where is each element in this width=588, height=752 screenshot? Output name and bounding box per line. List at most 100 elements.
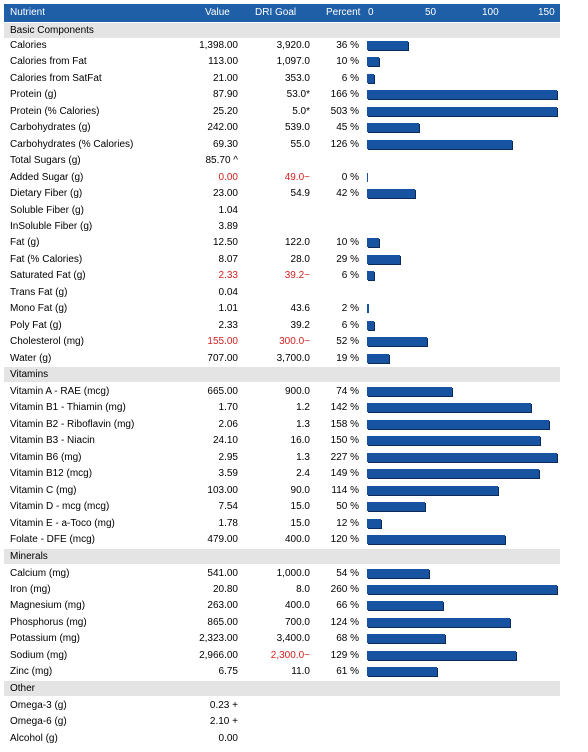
percent-value: 124 % bbox=[330, 616, 359, 628]
percent-bar bbox=[367, 353, 389, 363]
table-row: Alcohol (g) 0.00 bbox=[10, 731, 560, 747]
nutrient-name: Carbohydrates (g) bbox=[10, 122, 91, 134]
nutrient-name: Soluble Fiber (g) bbox=[10, 204, 84, 216]
dri-goal: 90.0 bbox=[290, 484, 310, 496]
percent-value: 6 % bbox=[341, 319, 359, 331]
table-row: Vitamin B3 - Niacin 24.10 16.0 150 % bbox=[10, 433, 560, 449]
header-percent: Percent bbox=[326, 7, 361, 18]
nutrient-value: 1.04 bbox=[218, 204, 238, 216]
nutrient-name: Vitamin B1 - Thiamin (mg) bbox=[10, 402, 126, 414]
dri-goal: 122.0 bbox=[284, 237, 310, 249]
table-row: Fat (g) 12.50 122.0 10 % bbox=[10, 235, 560, 251]
nutrient-value: 1.78 bbox=[218, 517, 238, 529]
nutrient-value: 155.00 bbox=[207, 336, 238, 348]
table-row: Vitamin B12 (mcg) 3.59 2.4 149 % bbox=[10, 466, 560, 482]
table-row: Added Sugar (g) 0.00 49.0~ 0 % bbox=[10, 170, 560, 186]
percent-value: 142 % bbox=[330, 402, 359, 414]
dri-goal: 900.0 bbox=[284, 386, 310, 397]
nutrient-value: 85.70 ^ bbox=[205, 155, 239, 167]
percent-value: 19 % bbox=[336, 352, 359, 364]
nutrient-value: 87.90 bbox=[212, 89, 238, 101]
nutrient-value: 2.33 bbox=[218, 319, 238, 331]
percent-bar bbox=[367, 271, 374, 281]
percent-value: 150 % bbox=[330, 435, 359, 447]
percent-bar bbox=[367, 617, 510, 627]
dri-goal: 39.2~ bbox=[284, 270, 310, 282]
percent-value: 29 % bbox=[336, 253, 359, 265]
percent-bar bbox=[367, 667, 438, 677]
percent-value: 54 % bbox=[336, 567, 359, 579]
nutrient-value: 23.00 bbox=[212, 188, 238, 200]
dri-goal: 55.0 bbox=[290, 138, 310, 150]
table-row: Carbohydrates (g) 242.00 539.0 45 % bbox=[10, 120, 560, 136]
percent-bar bbox=[367, 139, 513, 149]
table-row: Vitamin B6 (mg) 2.95 1.3 227 % bbox=[10, 450, 560, 466]
percent-bar bbox=[367, 189, 416, 199]
dri-goal: 353.0 bbox=[284, 72, 310, 84]
dri-goal: 15.0 bbox=[290, 501, 310, 513]
table-row: Soluble Fiber (g) 1.04 bbox=[10, 203, 560, 219]
section-title: Minerals bbox=[10, 550, 48, 562]
nutrient-name: Mono Fat (g) bbox=[10, 303, 68, 315]
nutrient-name: Protein (% Calories) bbox=[10, 105, 100, 117]
dri-goal: 49.0~ bbox=[284, 171, 310, 183]
dri-goal: 539.0 bbox=[284, 122, 310, 134]
dri-goal: 3,700.0 bbox=[276, 352, 310, 364]
table-row: Total Sugars (g) 85.70 ^ bbox=[10, 153, 560, 169]
nutrient-value: 7.54 bbox=[218, 501, 238, 513]
header-dri-goal: DRI Goal bbox=[255, 7, 297, 18]
percent-value: 6 % bbox=[341, 72, 359, 84]
percent-value: 12 % bbox=[336, 517, 359, 529]
table-row: Potassium (mg) 2,323.00 3,400.0 68 % bbox=[10, 631, 560, 647]
nutrient-name: Potassium (mg) bbox=[10, 633, 81, 645]
percent-bar bbox=[367, 106, 557, 116]
nutrient-name: Calories bbox=[10, 40, 47, 51]
table-row: Calories from Fat 113.00 1,097.0 10 % bbox=[10, 54, 560, 70]
nutrient-value: 21.00 bbox=[212, 72, 238, 84]
dri-goal: 1.3 bbox=[296, 451, 310, 463]
table-row: Vitamin C (mg) 103.00 90.0 114 % bbox=[10, 483, 560, 499]
table-row: Vitamin E - a-Toco (mg) 1.78 15.0 12 % bbox=[10, 516, 560, 532]
table-row: Water (g) 707.00 3,700.0 19 % bbox=[10, 351, 560, 367]
percent-value: 74 % bbox=[336, 386, 359, 397]
percent-bar bbox=[367, 41, 409, 50]
percent-bar bbox=[367, 123, 419, 133]
nutrient-value: 0.00 bbox=[218, 732, 238, 744]
nutrient-value: 8.07 bbox=[218, 253, 238, 265]
percent-value: 503 % bbox=[330, 105, 359, 117]
nutrient-name: Saturated Fat (g) bbox=[10, 270, 86, 282]
nutrient-name: Poly Fat (g) bbox=[10, 319, 62, 331]
nutrient-name: Alcohol (g) bbox=[10, 732, 58, 744]
section-title: Other bbox=[10, 682, 36, 694]
percent-value: 50 % bbox=[336, 501, 359, 513]
nutrient-value: 113.00 bbox=[208, 56, 238, 68]
percent-bar bbox=[367, 403, 531, 413]
percent-bar bbox=[367, 469, 539, 479]
nutrient-name: Fat (g) bbox=[10, 237, 40, 249]
dri-goal: 700.0 bbox=[284, 616, 310, 628]
header-nutrient: Nutrient bbox=[10, 7, 46, 18]
nutrient-name: Vitamin D - mcg (mcg) bbox=[10, 501, 110, 513]
percent-value: 10 % bbox=[336, 237, 359, 249]
section-title: Basic Components bbox=[10, 25, 94, 36]
dri-goal: 3,400.0 bbox=[276, 633, 310, 645]
nutrient-name: Vitamin A - RAE (mcg) bbox=[10, 386, 110, 397]
table-row: Calories 1,398.00 3,920.0 36 % bbox=[10, 38, 560, 54]
nutrient-value: 0.04 bbox=[218, 286, 238, 298]
nutrient-value: 1,398.00 bbox=[199, 40, 238, 51]
percent-bar bbox=[367, 502, 425, 512]
nutrient-value: 0.23 + bbox=[209, 699, 238, 711]
nutrient-value: 479.00 bbox=[207, 534, 238, 546]
percent-value: 149 % bbox=[330, 468, 359, 480]
nutrient-name: Total Sugars (g) bbox=[10, 155, 81, 167]
nutrient-name: Vitamin B2 - Riboflavin (mg) bbox=[10, 418, 135, 430]
table-row: Phosphorus (mg) 865.00 700.0 124 % bbox=[10, 615, 560, 631]
dri-goal: 11.0 bbox=[291, 666, 310, 678]
table-row: Protein (% Calories) 25.20 5.0* 503 % bbox=[10, 104, 560, 120]
table-row: Dietary Fiber (g) 23.00 54.9 42 % bbox=[10, 186, 560, 202]
table-row: Omega-6 (g) 2.10 + bbox=[10, 714, 560, 730]
table-row: Sodium (mg) 2,966.00 2,300.0~ 129 % bbox=[10, 648, 560, 664]
table-row: Calories from SatFat 21.00 353.0 6 % bbox=[10, 71, 560, 87]
nutrient-value: 103.00 bbox=[207, 484, 238, 496]
nutrient-value: 865.00 bbox=[207, 616, 238, 628]
